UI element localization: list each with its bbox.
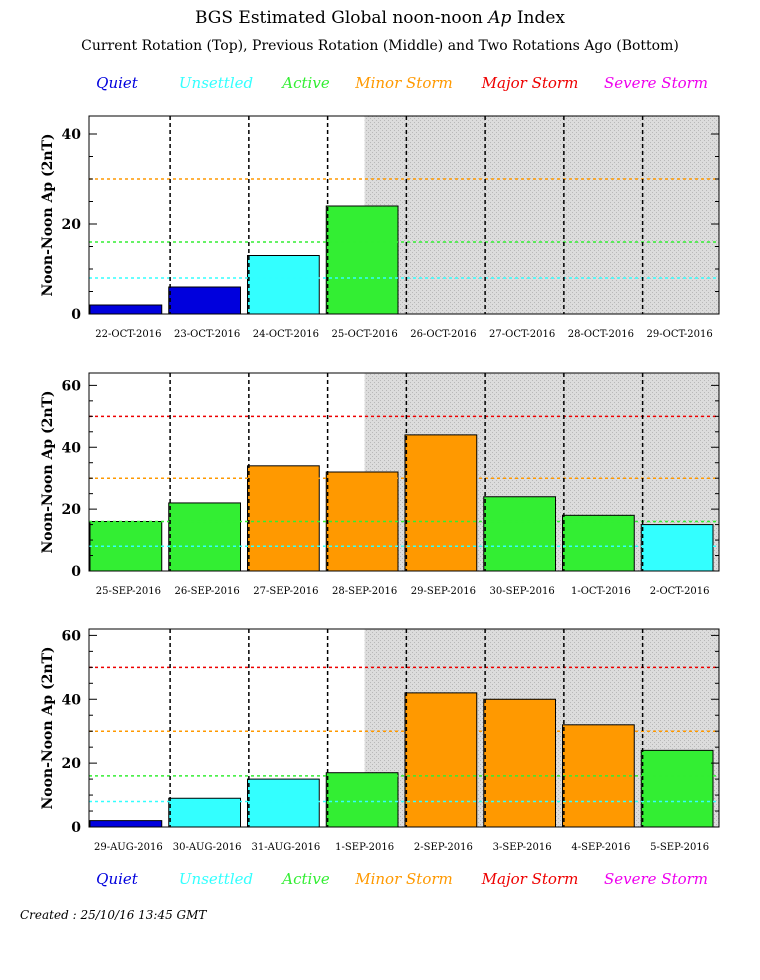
bar bbox=[562, 724, 635, 828]
legend-item: Minor Storm bbox=[355, 870, 453, 888]
bar bbox=[168, 502, 241, 572]
x-tick-label: 27-OCT-2016 bbox=[489, 329, 555, 340]
x-tick-label: 3-SEP-2016 bbox=[493, 842, 552, 853]
x-tick-label: 4-SEP-2016 bbox=[571, 842, 630, 853]
bar bbox=[247, 465, 320, 572]
x-tick-label: 29-AUG-2016 bbox=[94, 842, 163, 853]
bar bbox=[325, 772, 399, 828]
x-tick-label: 23-OCT-2016 bbox=[174, 329, 240, 340]
bar bbox=[483, 496, 556, 572]
bar bbox=[562, 514, 635, 572]
x-tick-label: 5-SEP-2016 bbox=[650, 842, 709, 853]
y-tick-label: 40 bbox=[62, 692, 82, 708]
x-tick-label: 30-AUG-2016 bbox=[173, 842, 242, 853]
x-tick-label: 29-SEP-2016 bbox=[411, 586, 476, 597]
x-tick-label: 29-OCT-2016 bbox=[647, 329, 713, 340]
x-tick-label: 1-SEP-2016 bbox=[335, 842, 394, 853]
y-tick-label: 20 bbox=[62, 756, 82, 772]
legend-item: Unsettled bbox=[178, 74, 254, 92]
bar bbox=[89, 304, 163, 315]
plot-frame bbox=[88, 628, 720, 828]
legend-item: Severe Storm bbox=[603, 74, 709, 92]
legend-item: Major Storm bbox=[481, 74, 579, 92]
x-tick-label: 22-OCT-2016 bbox=[95, 329, 161, 340]
y-tick-label: 40 bbox=[62, 127, 82, 143]
plot-frame bbox=[88, 115, 720, 315]
x-tick-label: 26-OCT-2016 bbox=[410, 329, 476, 340]
legend-item: Minor Storm bbox=[355, 74, 453, 92]
title-ap: Ap bbox=[488, 8, 512, 28]
legend-item: Quiet bbox=[96, 74, 138, 92]
title-main: BGS Estimated Global noon-noon bbox=[194, 8, 483, 28]
legend-item: Active bbox=[282, 74, 330, 92]
y-tick-label: 20 bbox=[62, 502, 82, 518]
y-axis-label: Noon-Noon Ap (2nT) bbox=[40, 646, 56, 809]
x-tick-label: 24-OCT-2016 bbox=[253, 329, 319, 340]
legend-item: Active bbox=[282, 870, 330, 888]
bar bbox=[404, 434, 478, 572]
bar bbox=[89, 820, 163, 828]
legend-item: Major Storm bbox=[481, 870, 579, 888]
y-tick-label: 60 bbox=[62, 628, 82, 644]
x-tick-label: 27-SEP-2016 bbox=[253, 586, 318, 597]
legend-top: Quiet Unsettled Active Minor Storm Major Sto… bbox=[0, 74, 760, 98]
bar bbox=[404, 692, 478, 828]
y-tick-label: 60 bbox=[62, 378, 82, 394]
bar bbox=[168, 797, 241, 828]
legend-bottom: Quiet Unsettled Active Minor Storm Major Sto… bbox=[0, 870, 760, 894]
created-timestamp: Created : 25/10/16 13:45 GMT bbox=[20, 908, 207, 922]
x-tick-label: 31-AUG-2016 bbox=[251, 842, 320, 853]
bar bbox=[247, 778, 320, 828]
chart-subtitle: Current Rotation (Top), Previous Rotatio… bbox=[81, 38, 679, 54]
chart-panel-3: 0 20 40 60 29-AUG-2016 30-AUG-2016 31-AUG-2016… bbox=[40, 628, 720, 853]
y-tick-label: 0 bbox=[71, 820, 81, 836]
bar bbox=[325, 471, 399, 572]
plot-frame bbox=[88, 372, 720, 572]
x-tick-label: 28-SEP-2016 bbox=[332, 586, 397, 597]
bar bbox=[247, 255, 320, 315]
bar bbox=[640, 749, 714, 828]
x-tick-label: 2-OCT-2016 bbox=[650, 586, 710, 597]
legend-item: Unsettled bbox=[178, 870, 254, 888]
x-tick-label: 26-SEP-2016 bbox=[174, 586, 239, 597]
x-tick-label: 30-SEP-2016 bbox=[489, 586, 554, 597]
y-tick-label: 0 bbox=[71, 307, 81, 323]
bar bbox=[483, 698, 556, 828]
legend-item: Quiet bbox=[96, 870, 138, 888]
chart-panel-2: 0 20 40 60 25-SEP-2016 26-SEP-2016 27-SEP-2016… bbox=[40, 372, 720, 597]
shaded-region bbox=[364, 116, 719, 314]
chart-panel-1: 0 20 40 22-OCT-2016 23-OCT-2016 24-OCT-2016 25… bbox=[40, 115, 720, 340]
bar bbox=[640, 524, 714, 572]
bar bbox=[325, 205, 399, 315]
title-tail: Index bbox=[516, 8, 566, 28]
y-tick-label: 0 bbox=[71, 564, 81, 580]
x-tick-label: 2-SEP-2016 bbox=[414, 842, 473, 853]
y-tick-label: 20 bbox=[62, 217, 82, 233]
y-tick-label: 40 bbox=[62, 440, 82, 456]
x-tick-label: 1-OCT-2016 bbox=[571, 586, 631, 597]
y-axis-label: Noon-Noon Ap (2nT) bbox=[40, 390, 56, 553]
y-axis-label: Noon-Noon Ap (2nT) bbox=[40, 133, 56, 296]
legend-item: Severe Storm bbox=[603, 870, 709, 888]
x-tick-label: 25-OCT-2016 bbox=[332, 329, 398, 340]
bar bbox=[168, 286, 241, 315]
x-tick-label: 25-SEP-2016 bbox=[96, 586, 161, 597]
x-tick-label: 28-OCT-2016 bbox=[568, 329, 634, 340]
chart-title: BGS Estimated Global noon-noon Ap Index bbox=[0, 8, 760, 28]
